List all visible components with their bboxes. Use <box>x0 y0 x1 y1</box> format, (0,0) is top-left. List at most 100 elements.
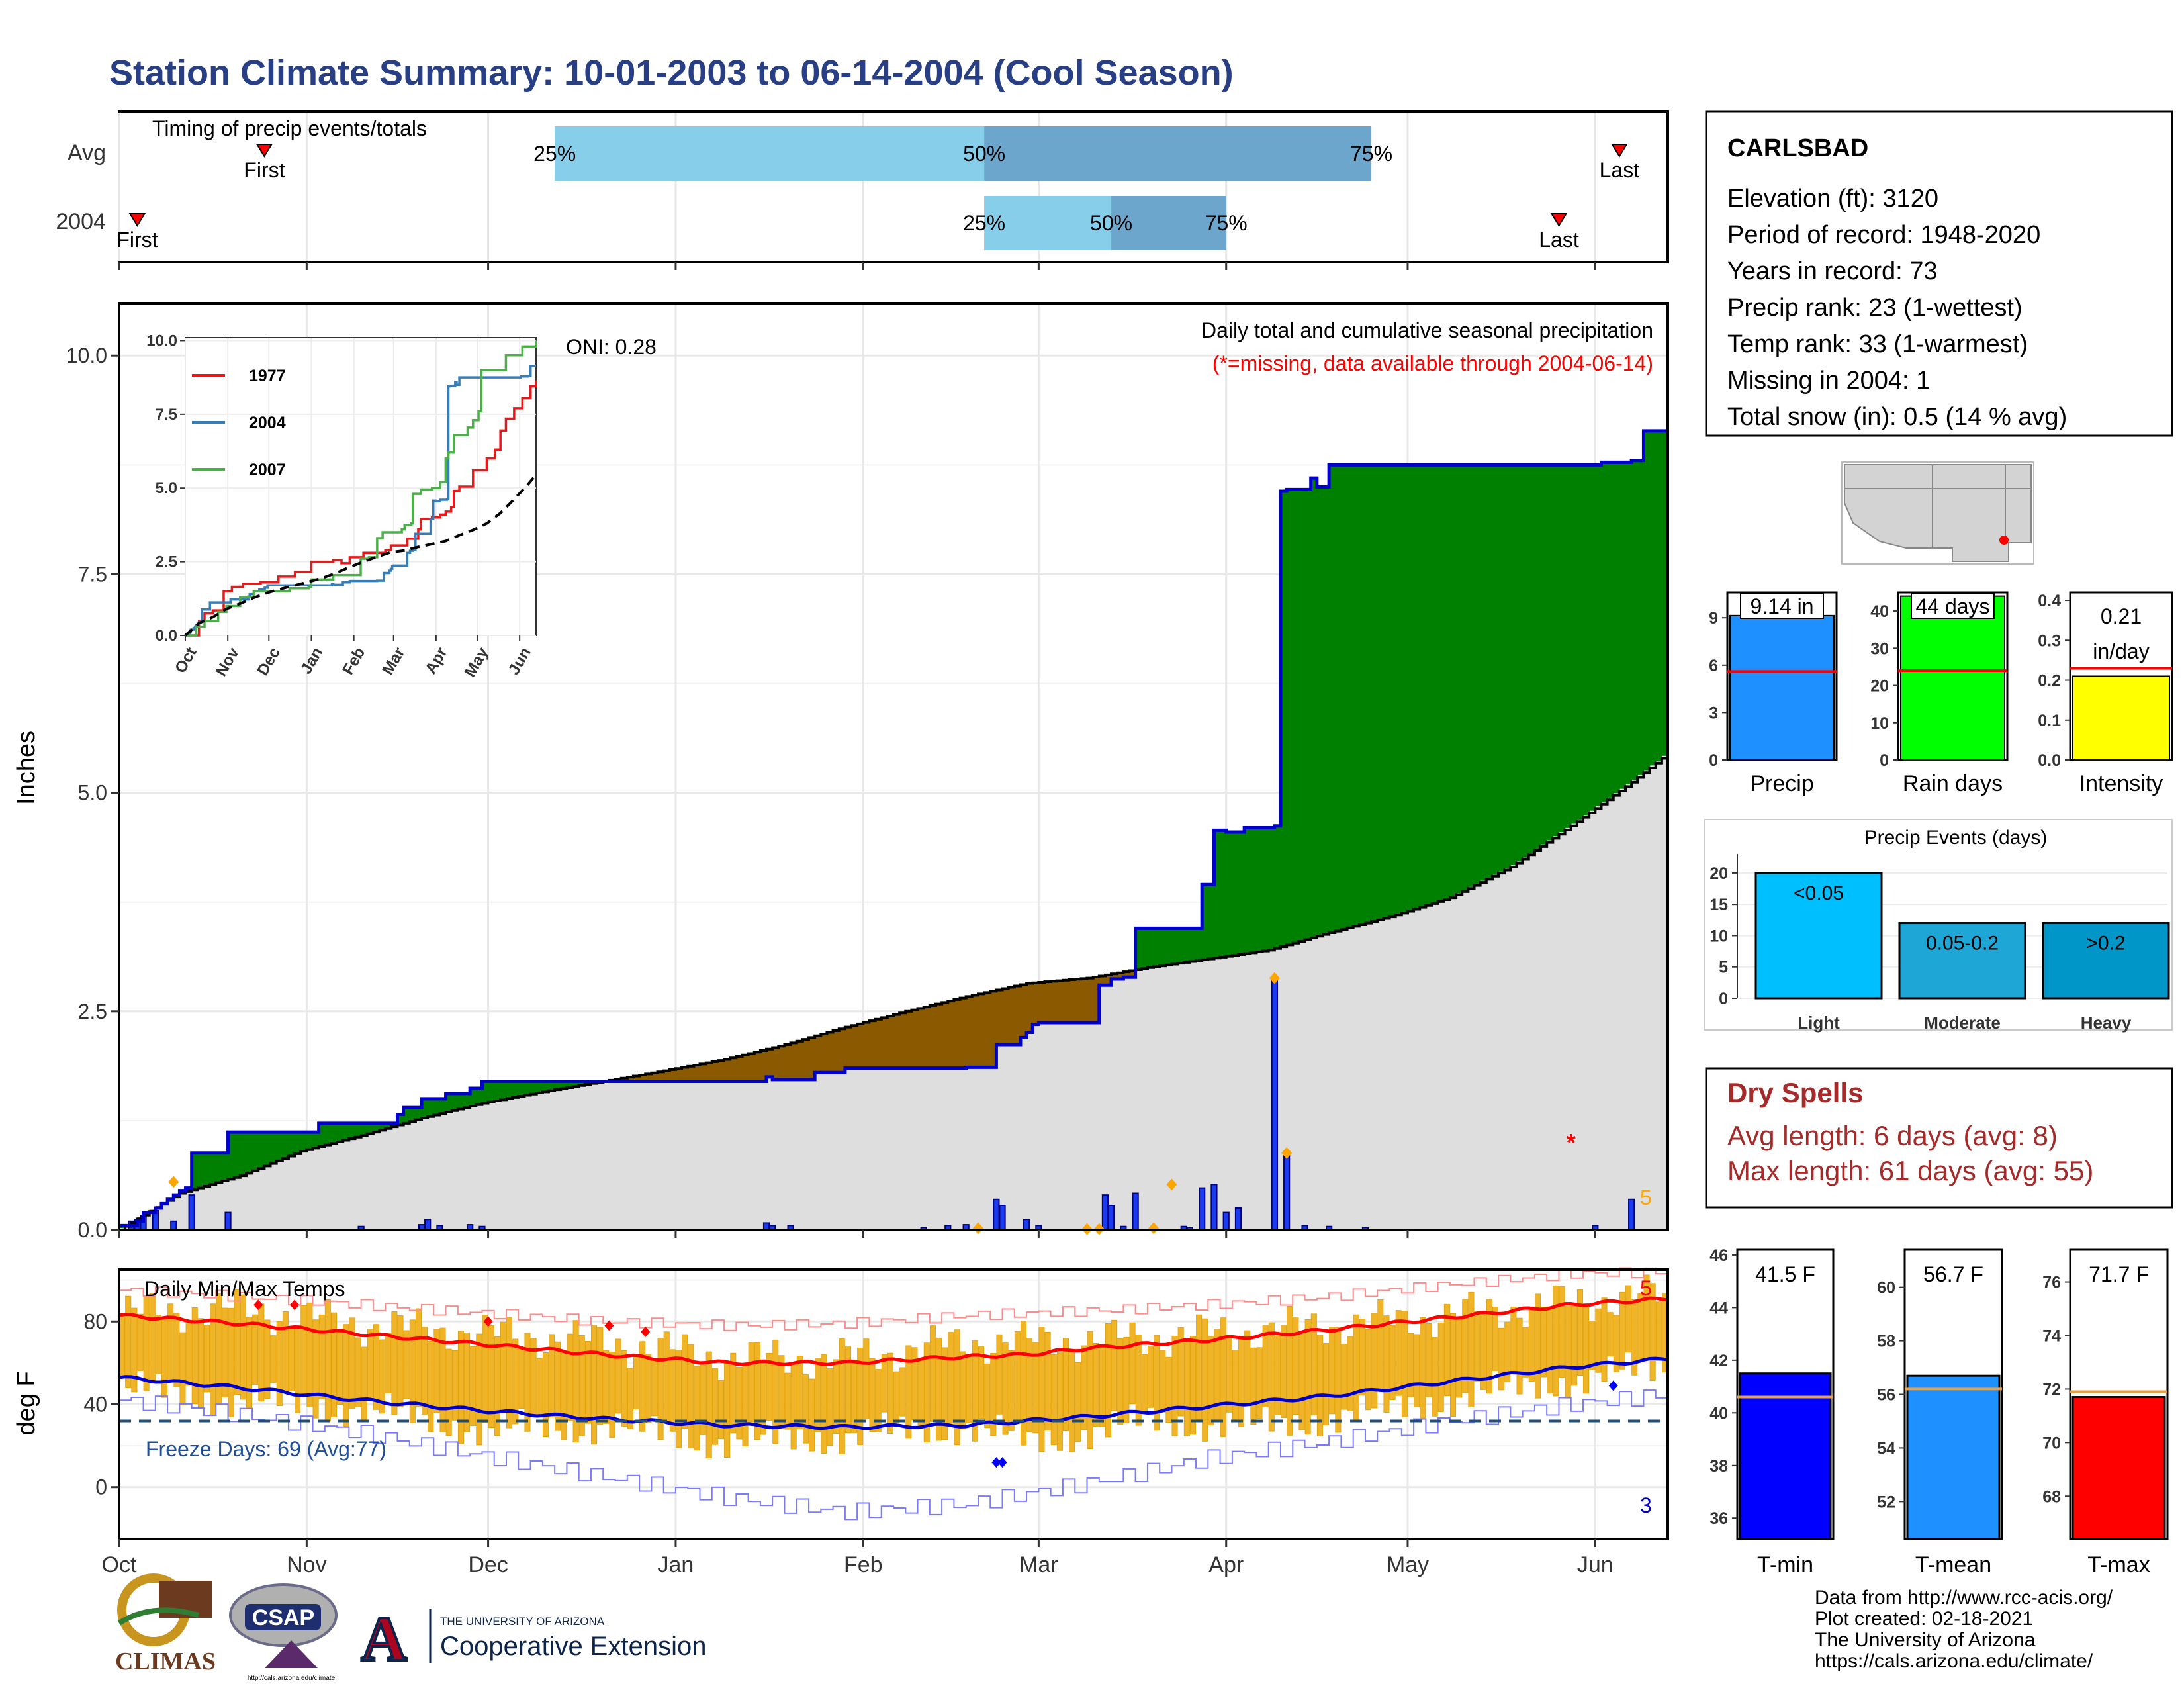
precip-below-average-fill <box>851 1025 858 1068</box>
temp-daily-bar <box>1353 1314 1359 1421</box>
precip-below-average-fill <box>893 1013 900 1068</box>
temp-daily-bar <box>439 1327 446 1432</box>
temp-daily-bar <box>451 1350 458 1421</box>
temp-daily-bar <box>1087 1331 1093 1449</box>
temp-daily-bar <box>1238 1336 1245 1427</box>
temp-daily-bar <box>555 1341 561 1431</box>
temp-daily-bar <box>1171 1336 1178 1436</box>
temp-daily-bar <box>790 1362 797 1450</box>
precip-above-average-fill <box>270 1132 277 1162</box>
summary-rain_days-tick-label: 20 <box>1870 677 1889 696</box>
temp-daily-bar <box>948 1332 954 1424</box>
precip-below-average-fill <box>742 1054 749 1082</box>
temp-x-tick-label: Apr <box>1208 1552 1244 1577</box>
temp-summary-tmean-tick-label: 52 <box>1877 1493 1895 1511</box>
temp-summary-tmax-tick-label: 74 <box>2042 1327 2061 1345</box>
precip-below-average-fill <box>863 1021 870 1068</box>
temp-daily-bar <box>276 1321 283 1406</box>
temp-daily-bar <box>1389 1325 1396 1400</box>
temp-daily-bar <box>1516 1317 1523 1395</box>
temp-panel-title: Daily Min/Max Temps <box>144 1277 345 1301</box>
temp-daily-bar <box>911 1347 918 1421</box>
ua-small-text: THE UNIVERSITY OF ARIZONA <box>440 1615 605 1628</box>
timing-last-label: Last <box>1600 158 1640 182</box>
temp-daily-bar <box>343 1324 349 1427</box>
precip-below-average-fill <box>669 1069 676 1082</box>
precip-below-average-fill <box>923 1006 931 1068</box>
temp-daily-bar <box>1371 1313 1378 1409</box>
precip-above-average-fill <box>1559 465 1566 833</box>
summary-rain_days-tick-label: 30 <box>1870 639 1889 658</box>
precip-daily-bar <box>1101 1194 1109 1231</box>
events-x-label: Heavy <box>2081 1013 2132 1033</box>
precip-above-average-fill <box>572 1081 580 1086</box>
precip-above-average-fill <box>343 1123 350 1140</box>
summary-bars: 9.14 in 0 3 6 9 Precip 44 days 0 10 20 30 40 Rain da… <box>1709 591 2173 796</box>
precip-below-average-fill <box>929 1004 936 1068</box>
precip-y-tick-label: 0.0 <box>78 1218 107 1242</box>
freeze-days-label: Freeze Days: 69 (Avg:77) <box>146 1437 387 1461</box>
precip-above-average-fill <box>1214 830 1221 958</box>
precip-below-average-fill <box>682 1066 689 1082</box>
temp-daily-bar <box>536 1358 543 1417</box>
precip-above-average-fill <box>203 1152 210 1186</box>
precip-below-average-fill <box>760 1049 767 1082</box>
temp-daily-bar <box>361 1346 367 1423</box>
temp-daily-bar <box>1274 1335 1281 1415</box>
temp-record-high-marker <box>253 1299 263 1311</box>
precip-below-average-fill <box>1105 974 1112 986</box>
temp-summary-tmin-tick-label: 46 <box>1709 1246 1728 1265</box>
temp-summary-bars: 41.5 F 36 38 40 42 44 46 T-min 56.7 F 52 54 56 58 60 T… <box>1709 1246 2169 1577</box>
temp-daily-bar <box>705 1351 712 1458</box>
temp-summary-tmax-tick-label: 70 <box>2042 1434 2061 1452</box>
temp-daily-bar <box>1625 1285 1632 1353</box>
precip-above-average-fill <box>1613 462 1620 794</box>
timing-p50-label: 50% <box>1090 211 1132 235</box>
temp-daily-bar <box>1135 1335 1142 1426</box>
temp-daily-bar <box>688 1344 694 1449</box>
temp-panel: 0 40 80 Oct Nov Dec Jan Feb Mar Apr May Jun Daily … <box>13 1267 1669 1577</box>
temp-daily-bar <box>1408 1333 1414 1397</box>
temp-markers <box>253 1299 1618 1468</box>
temp-daily-bar <box>833 1359 839 1434</box>
temp-daily-bar <box>282 1311 289 1393</box>
precip-above-average-fill <box>373 1123 380 1131</box>
precip-above-average-fill <box>276 1132 283 1160</box>
precip-above-average-fill <box>542 1081 549 1092</box>
temp-daily-bar <box>258 1303 265 1402</box>
temp-daily-bar <box>1553 1285 1559 1397</box>
inset-lines <box>184 340 537 637</box>
temp-daily-bar <box>1256 1347 1263 1419</box>
events-bar-inner-label: 0.05-0.2 <box>1926 933 1999 955</box>
temp-daily-bar <box>1141 1354 1148 1414</box>
precip-above-average-fill <box>1432 465 1439 903</box>
precip-above-average-fill <box>1377 465 1385 919</box>
precip-above-average-fill <box>422 1098 428 1117</box>
precip-above-average-fill <box>1365 465 1372 923</box>
precip-above-average-fill <box>439 1098 447 1113</box>
precip-below-average-fill <box>875 1018 882 1068</box>
precip-above-average-fill <box>403 1107 410 1123</box>
timing-p75-label: 75% <box>1205 211 1248 235</box>
precip-below-average-fill <box>711 1061 719 1082</box>
events-y-tick-label: 5 <box>1719 959 1728 977</box>
precip-above-average-fill <box>1631 460 1639 780</box>
temp-daily-bar <box>639 1341 646 1432</box>
precip-record-marker <box>1281 1147 1293 1159</box>
precip-above-average-fill <box>1220 830 1227 957</box>
precip-above-average-fill <box>1389 465 1396 916</box>
temp-summary-tmax-tick-label: 72 <box>2042 1380 2061 1399</box>
temp-daily-bar <box>603 1350 610 1424</box>
precip-below-average-fill <box>1093 976 1100 1023</box>
temp-daily-bar <box>1589 1321 1596 1370</box>
temp-record-min-line <box>119 1389 1668 1521</box>
temp-daily-bar <box>415 1308 422 1407</box>
precip-below-average-fill <box>1026 983 1034 1033</box>
inset-y-tick-label: 7.5 <box>156 406 177 424</box>
temp-daily-bar <box>796 1355 803 1429</box>
temp-daily-bar <box>1304 1319 1311 1435</box>
timing-last-marker <box>1611 144 1628 158</box>
temp-daily-bar <box>1323 1343 1330 1425</box>
temp-daily-bar <box>295 1327 301 1413</box>
temp-daily-bar <box>815 1358 821 1432</box>
